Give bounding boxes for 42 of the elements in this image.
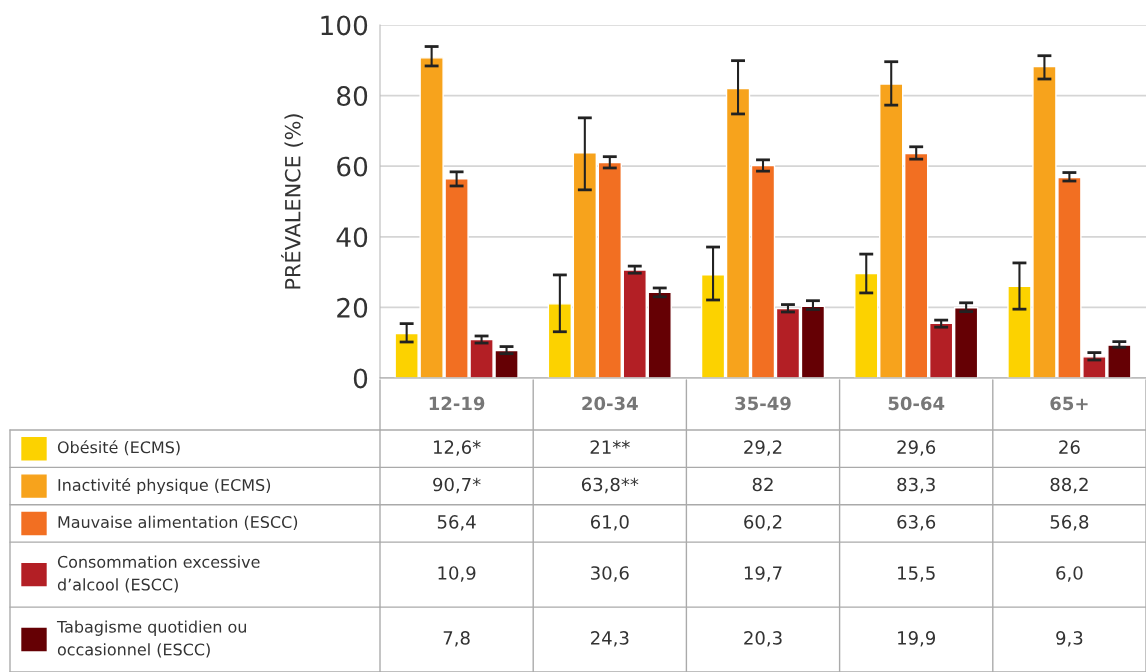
data-label: 6,0	[1056, 566, 1083, 582]
data-label: 88,2	[1050, 477, 1088, 494]
data-label: 82	[752, 477, 773, 492]
legend-label: Tabagisme quotidien ou occasionnel (ESCC)	[56, 620, 246, 658]
data-label: 83,3	[897, 477, 935, 494]
data-label: 63,8**	[581, 477, 639, 494]
x-tick-label: 35-49	[735, 396, 791, 411]
data-label: 26	[1059, 440, 1080, 454]
data-label: 7,8	[443, 631, 470, 647]
y-axis-title: PRÉVALENCE (%)	[281, 114, 304, 289]
data-label: 29,2	[744, 440, 782, 456]
legend-label: Mauvaise alimentation (ESCC)	[58, 515, 298, 530]
data-label: 56,4	[437, 515, 476, 531]
data-label: 24,3	[591, 631, 629, 647]
data-label: 15,5	[898, 566, 935, 582]
legend-label: Obésité (ECMS)	[57, 440, 180, 456]
data-label: 56,8	[1050, 515, 1089, 531]
data-label: 9,3	[1056, 631, 1083, 647]
data-label: 21**	[590, 440, 630, 454]
y-tick-label: 20	[337, 297, 368, 318]
data-label: 61,0	[590, 515, 629, 531]
data-label: 30,6	[591, 566, 629, 582]
data-label: 12,6*	[433, 440, 481, 456]
x-tick-label: 65+	[1050, 396, 1088, 411]
legend-label: Inactivité physique (ECMS)	[58, 478, 271, 495]
data-label: 60,2	[744, 515, 782, 531]
y-tick-label: 60	[337, 156, 368, 177]
data-label: 10,9	[438, 566, 476, 582]
x-tick-label: 50-64	[888, 396, 945, 411]
y-tick-label: 40	[336, 227, 368, 248]
data-label: 29,6	[897, 440, 936, 456]
data-label: 90,7*	[433, 477, 481, 494]
data-label: 19,7	[744, 566, 782, 582]
y-tick-label: 100	[321, 15, 368, 36]
x-tick-label: 20-34	[582, 396, 638, 411]
legend-label: Consommation excessive d’alcool (ESCC)	[57, 555, 260, 593]
y-tick-label: 0	[353, 368, 368, 389]
data-label: 63,6	[897, 515, 936, 531]
data-label: 20,3	[744, 631, 782, 647]
x-tick-label: 12-19	[429, 396, 485, 411]
data-label: 19,9	[898, 631, 936, 647]
y-tick-label: 80	[337, 86, 368, 106]
